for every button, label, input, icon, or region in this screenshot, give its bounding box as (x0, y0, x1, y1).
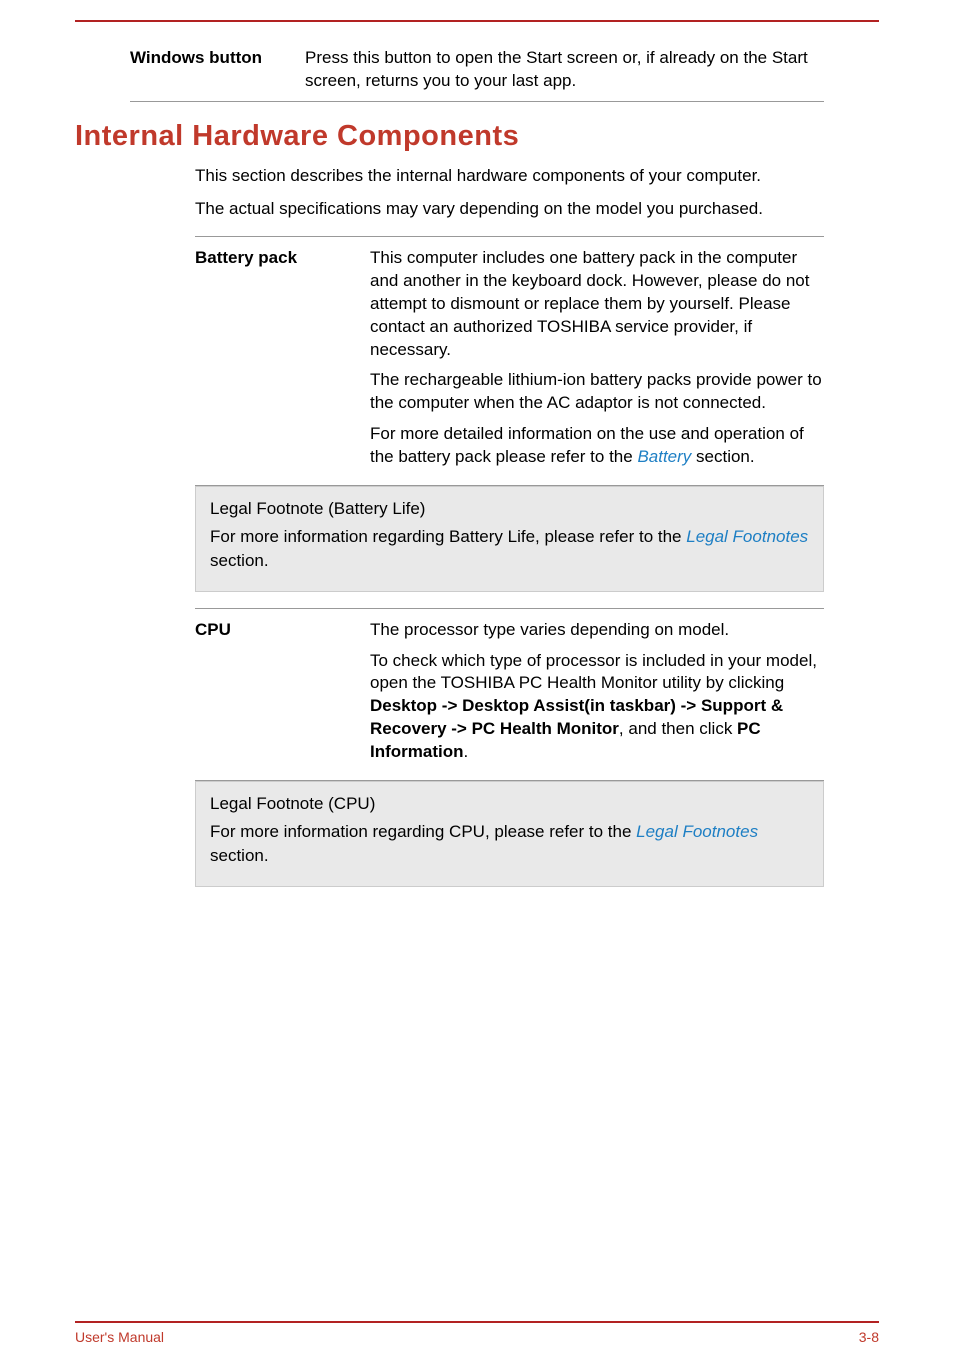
battery-desc: This computer includes one battery pack … (370, 247, 824, 477)
battery-p3-suffix: section. (691, 447, 754, 466)
battery-pack-row: Battery pack This computer includes one … (195, 247, 824, 486)
intro-paragraph-1: This section describes the internal hard… (195, 165, 824, 188)
battery-p2: The rechargeable lithium-ion battery pac… (370, 369, 824, 415)
windows-button-row: Windows button Press this button to open… (130, 47, 824, 93)
windows-button-term: Windows button (130, 47, 305, 93)
battery-p1: This computer includes one battery pack … (370, 247, 824, 362)
divider-line (195, 608, 824, 609)
section-title: Internal Hardware Components (75, 120, 954, 153)
cpu-row: CPU The processor type varies depending … (195, 608, 824, 782)
divider-line (130, 101, 824, 102)
cpu-term: CPU (195, 619, 370, 773)
battery-footnote-text: For more information regarding Battery L… (210, 525, 809, 573)
battery-p3: For more detailed information on the use… (370, 423, 824, 469)
intro-paragraph-2: The actual specifications may vary depen… (195, 198, 824, 221)
battery-footnote-title: Legal Footnote (Battery Life) (210, 497, 809, 521)
battery-legal-footnote-box: Legal Footnote (Battery Life) For more i… (195, 486, 824, 591)
battery-footnote-prefix: For more information regarding Battery L… (210, 527, 686, 546)
footer-left: User's Manual (75, 1329, 164, 1345)
cpu-footnote-title: Legal Footnote (CPU) (210, 792, 809, 816)
battery-link[interactable]: Battery (637, 447, 691, 466)
table-top-rule (195, 236, 824, 237)
cpu-p2b: , and then click (619, 719, 737, 738)
pre-section-content: Windows button Press this button to open… (0, 22, 954, 102)
cpu-desc: The processor type varies depending on m… (370, 619, 824, 773)
cpu-p2c: . (464, 742, 469, 761)
cpu-legal-footnote-box: Legal Footnote (CPU) For more informatio… (195, 781, 824, 886)
cpu-footnote-suffix: section. (210, 846, 269, 865)
cpu-p2a: To check which type of processor is incl… (370, 651, 817, 693)
page-footer: User's Manual 3-8 (75, 1321, 879, 1345)
legal-footnotes-link-cpu[interactable]: Legal Footnotes (636, 822, 758, 841)
footer-right: 3-8 (859, 1329, 879, 1345)
cpu-footnote-prefix: For more information regarding CPU, plea… (210, 822, 636, 841)
cpu-p2: To check which type of processor is incl… (370, 650, 824, 765)
battery-footnote-suffix: section. (210, 551, 269, 570)
legal-footnotes-link[interactable]: Legal Footnotes (686, 527, 808, 546)
cpu-p1: The processor type varies depending on m… (370, 619, 824, 642)
battery-term: Battery pack (195, 247, 370, 477)
windows-button-desc: Press this button to open the Start scre… (305, 47, 824, 93)
cpu-footnote-text: For more information regarding CPU, plea… (210, 820, 809, 868)
